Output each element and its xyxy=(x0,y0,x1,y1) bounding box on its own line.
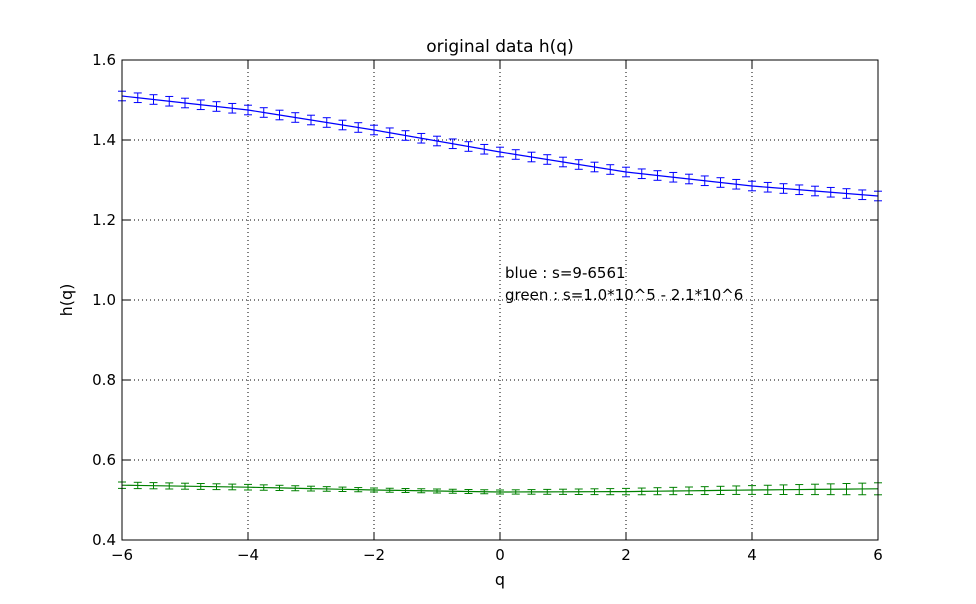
series-layer xyxy=(118,90,882,496)
y-tick-label: 1.0 xyxy=(92,291,116,309)
annotation-blue: blue : s=9-6561 xyxy=(505,264,626,282)
y-tick-label: 0.4 xyxy=(92,531,116,549)
x-tick-label: −4 xyxy=(237,546,259,564)
x-tick-label: 0 xyxy=(495,546,505,564)
x-axis-label: q xyxy=(495,570,505,589)
x-tick-label: 4 xyxy=(747,546,757,564)
x-tick-label: 2 xyxy=(621,546,631,564)
y-tick-label: 1.2 xyxy=(92,211,116,229)
y-tick-label: 0.8 xyxy=(92,371,116,389)
y-tick-label: 1.4 xyxy=(92,131,116,149)
chart-title: original data h(q) xyxy=(426,37,573,57)
x-tick-label: −6 xyxy=(111,546,133,564)
tick-marks xyxy=(121,59,879,541)
y-tick-label: 1.6 xyxy=(92,51,116,69)
x-tick-label: 6 xyxy=(873,546,883,564)
annotation-green: green : s=1.0*10^5 - 2.1*10^6 xyxy=(505,286,743,304)
y-tick-label: 0.6 xyxy=(92,451,116,469)
x-tick-label: −2 xyxy=(363,546,385,564)
series-1 xyxy=(118,481,882,496)
tick-labels: −6 −4 −2 0 2 4 6 0.4 0.6 0.8 1.0 1.2 1.4 1.6 xyxy=(92,51,883,564)
y-axis-label: h(q) xyxy=(57,284,76,317)
